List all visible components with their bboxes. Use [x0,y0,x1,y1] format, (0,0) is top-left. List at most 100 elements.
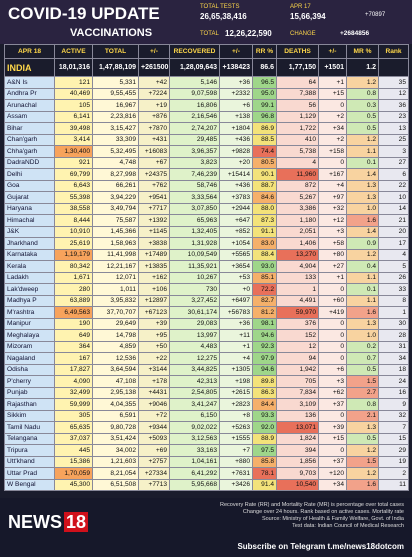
state-row: Rajasthan 59,999 4,04,355 +9046 3,41,247 +282… [4,398,409,411]
state-name: W Bengal [4,478,55,491]
cell: 8 [378,294,409,307]
cell: 85.8 [252,455,277,468]
cell: +167 [318,168,347,181]
cell: 31 [378,340,409,353]
cell: +1804 [219,122,253,135]
cell: +50 [138,340,170,353]
cell: +32 [318,202,347,215]
cell: +39 [318,421,347,434]
note: Change over 24 hours. Rank based on acti… [242,509,404,515]
cell: +62 [318,386,347,399]
vacc-label: TOTAL [200,31,219,37]
cell: 94 [276,352,319,365]
cell: +9828 [219,145,253,158]
cell: 705 [276,375,319,388]
header: COVID-19 UPDATE VACCINATIONS TOTAL TESTS… [0,0,412,44]
cell: +15 [318,87,347,100]
cell: +60 [318,294,347,307]
cell: 1.1 [346,271,379,284]
date-change: +70897 [365,12,386,18]
cell: 1.1 [346,145,379,158]
cell: +2823 [219,398,253,411]
state-row: Uttar Prad 1,70,059 8,21,054 +27334 6,41,292… [4,467,409,480]
state-row: Andhra Pr 40,469 9,55,455 +7224 9,07,598 +233… [4,87,409,100]
cell: 0.9 [346,237,379,250]
state-name: Madhya P [4,294,55,307]
cell: +27 [318,260,347,273]
cell: 0.8 [346,87,379,100]
cell: 3,44,825 [169,363,220,376]
header-cell: RECOVERED [169,44,220,59]
cell: 4,483 [169,340,220,353]
cell: 167 [54,352,93,365]
cell: 93.0 [252,260,277,273]
header-cell: TOTAL [92,44,139,59]
cell: +16083 [138,145,170,158]
cell: 88.9 [252,432,277,445]
cell: +36 [219,317,253,330]
cell: 5,32,495 [92,145,139,158]
cell: 4 [378,248,409,261]
cell: 10,09,549 [169,248,220,261]
state-row: Tamil Nadu 65,635 9,80,728 +9344 9,02,022 +52… [4,421,409,434]
cell: +106 [138,283,170,296]
cell: 9,80,728 [92,421,139,434]
cell: 1,011 [92,283,139,296]
cell: +8 [219,409,253,422]
cell: +198 [219,375,253,388]
cell: 88.5 [252,133,277,146]
state-row: Karnataka 1,19,179 11,41,998 +17489 10,09,54… [4,248,409,261]
cell: 12,071 [92,271,139,284]
cell: 7,834 [276,386,319,399]
cell: +20 [219,156,253,169]
cell: 35 [378,76,409,89]
cell: 17 [378,237,409,250]
india-cell: 1,28,09,643 [169,58,220,77]
cell: 92.0 [252,421,277,434]
cell: +6497 [219,294,253,307]
cell: +69 [138,444,170,457]
cell: 1 [276,283,319,296]
cell: 6,643 [54,179,93,192]
cell: 9,55,455 [92,87,139,100]
cell: 3,51,424 [92,432,139,445]
cell: 10,267 [169,271,220,284]
cell: +12897 [138,294,170,307]
cell: 1,180 [276,214,319,227]
cell: 2.7 [346,386,379,399]
india-cell: +1501 [318,58,347,77]
cell: +5565 [219,248,253,261]
cell: 56 [276,99,319,112]
cell: +1305 [219,363,253,376]
cell: +15414 [219,168,253,181]
cell: 30,61,174 [169,306,220,319]
cell: +2332 [219,87,253,100]
cell: 99.1 [252,99,277,112]
cell: 38,558 [54,202,93,215]
state-name: Meghalaya [4,329,55,342]
india-cell: INDIA [4,58,55,77]
cell: 3,27,452 [169,294,220,307]
cell: 3,823 [169,156,220,169]
cell: +7 [219,444,253,457]
state-row: Chan'garh 3,414 33,309 +431 29,485 +436 88.5 41… [4,133,409,146]
cell: 37,037 [54,432,93,445]
cell: 29,083 [169,317,220,330]
cell: 32 [378,409,409,422]
cell: +6 [318,363,347,376]
cell: 66,261 [92,179,139,192]
cell: 11,35,921 [169,260,220,273]
cell: 33 [378,283,409,296]
cell: 88.7 [252,179,277,192]
cell: +67 [138,156,170,169]
cell: 97.9 [252,352,277,365]
state-row: Manipur 190 29,649 +39 29,083 +36 98.1 376 0 1.3 3… [4,317,409,330]
cell: 0.1 [346,156,379,169]
cell: 1,30,400 [54,145,93,158]
cell: +34 [318,478,347,491]
state-row: Nagaland 167 12,536 +22 12,275 +4 97.9 94 0 0.7 34 [4,352,409,365]
cell: 84.4 [252,398,277,411]
cell: 6,51,508 [92,478,139,491]
subscribe: Subscribe on Telegram t.me/news18dotcom [237,542,404,551]
india-cell: 1,47,88,109 [92,58,139,77]
